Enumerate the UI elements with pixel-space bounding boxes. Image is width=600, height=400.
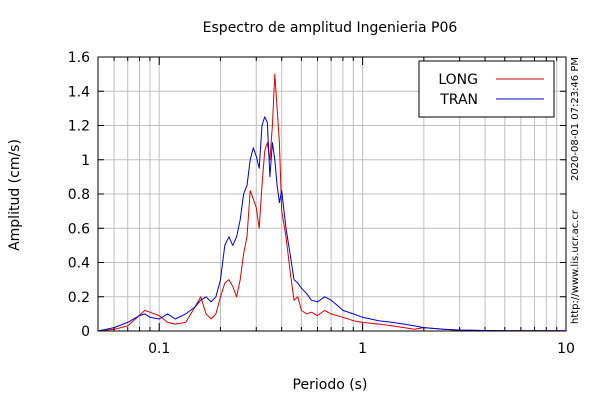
legend-label-tran: TRAN [439, 92, 478, 108]
y-tick-label: 0.4 [68, 256, 90, 272]
x-tick-labels: 0.1 1 10 [148, 341, 575, 357]
legend: LONG TRAN [418, 60, 555, 118]
y-tick-labels: 0 0.2 0.4 0.6 0.8 1 1.2 1.4 1.6 [68, 50, 90, 340]
chart-title: Espectro de amplitud Ingenieria P06 [203, 20, 458, 36]
y-tick-label: 0 [81, 324, 90, 340]
series-layer [97, 73, 567, 332]
source-url-text: http://www.lis.ucr.ac.cr [570, 209, 581, 324]
x-tick-label: 1 [358, 341, 367, 357]
y-tick-label: 1 [81, 153, 90, 169]
y-tick-label: 1.4 [68, 84, 90, 100]
y-tick-label: 0.8 [68, 187, 90, 203]
series-line-tran [97, 116, 567, 332]
timestamp-text: 2020-08-01 07:23:46 PM [570, 57, 581, 181]
x-axis-label: Periodo (s) [293, 377, 368, 393]
y-tick-label: 1.6 [68, 50, 90, 66]
y-tick-label: 1.2 [68, 119, 90, 135]
y-axis-label: Amplitud (cm/s) [7, 139, 23, 251]
legend-label-long: LONG [438, 72, 478, 88]
y-tick-label: 0.2 [68, 290, 90, 306]
legend-box [418, 60, 555, 118]
axis-ticks [97, 56, 567, 332]
x-tick-label: 10 [557, 341, 575, 357]
y-tick-label: 0.6 [68, 221, 90, 237]
x-tick-label: 0.1 [148, 341, 170, 357]
